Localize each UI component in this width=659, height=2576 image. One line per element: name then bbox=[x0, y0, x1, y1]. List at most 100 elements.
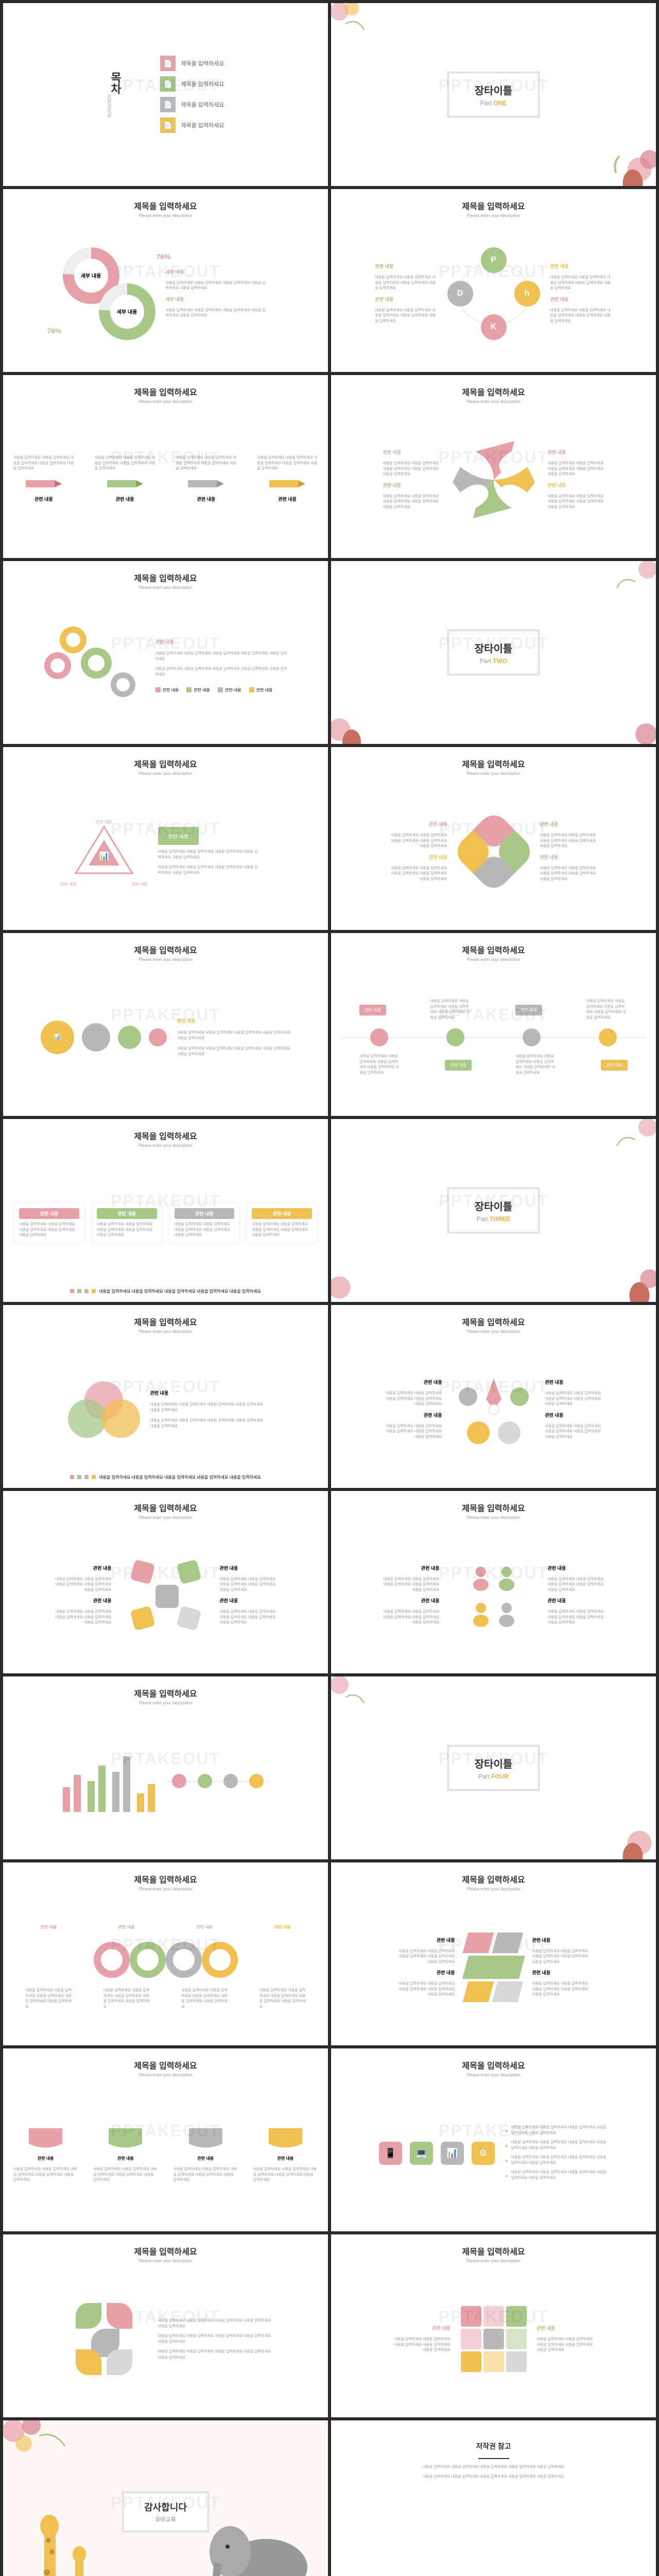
slide-copyright: 저작권 참고 내용을 입력하세요 내용을 입력하세요 내용을 입력하세요 내용을… bbox=[331, 2420, 656, 2576]
cycle-node: P bbox=[481, 247, 507, 273]
item-label: 관련 내용 bbox=[220, 1565, 276, 1571]
item-label: 관련 내용 bbox=[394, 2325, 450, 2331]
copyright-text: 내용을 입력하세요 내용을 입력하세요 내용을 입력하세요 내용을 입력하세요 … bbox=[423, 2474, 564, 2480]
slide-title: 제목을 입력하세요 bbox=[462, 1873, 525, 1885]
grid-square bbox=[461, 2329, 481, 2349]
item-label: 관련 내용 bbox=[375, 263, 437, 269]
item-text: 내용을 입력하세요 내용을 입력하세요 내용을 입력하세요 내용을 입력하세요 … bbox=[550, 275, 612, 292]
item-text: 내용을 입력하세요 내용을 입력하세요 내용을 입력하세요 내용을 입력하세요 … bbox=[548, 1577, 604, 1594]
pencil-icon bbox=[269, 480, 305, 487]
section-title: 장타이틀 bbox=[475, 82, 513, 97]
icon-row: 📱 💻 📊 ⚙ bbox=[379, 2142, 495, 2165]
timeline-label: 관련 내용 bbox=[359, 1005, 386, 1015]
card-header: 관련 내용 bbox=[19, 1208, 79, 1219]
pencil-icon bbox=[107, 480, 143, 487]
slide-subtitle: Please enter your description bbox=[139, 1701, 193, 1705]
body-text: 내용을 입력하세요 내용을 입력하세요 내용을 입력하세요 내용을 입력하세요 … bbox=[150, 1418, 264, 1429]
item-text: 내용을 입력하세요 내용을 입력하세요 내용을 입력하세요 내용을 입력하세요 … bbox=[375, 308, 437, 325]
slide-donut-chart: PPTAKEOUT 제목을 입력하세요 Please enter your de… bbox=[3, 189, 328, 372]
node bbox=[198, 1774, 212, 1788]
bar bbox=[123, 1756, 130, 1812]
content-area: 관련 내용내용을 입력하세요 내용을 입력하세요 내용을 입력하세요 내용을 입… bbox=[341, 2271, 646, 2407]
slide-subtitle: Please enter your description bbox=[467, 771, 521, 776]
item-label: 세부 내용 bbox=[166, 268, 269, 275]
item-label: 관련 내용 bbox=[398, 1969, 455, 1976]
text-block: 관련 내용 내용을 입력하세요 내용을 입력하세요 내용을 입력하세요 내용을 … bbox=[158, 827, 261, 876]
slide-subtitle: Please enter your description bbox=[139, 213, 193, 218]
slide-petals: PPTAKEOUT 제목을 입력하세요 Please enter your de… bbox=[331, 747, 656, 930]
banner-text: 내용을 입력하세요 내용을 입력하세요 내용을 입력하세요 내용을 입력하세요 … bbox=[253, 2167, 318, 2183]
body-text: 내용을 입력하세요 내용을 입력하세요 내용을 입력하세요 내용을 입력하세요 … bbox=[158, 2349, 271, 2360]
venn-circle bbox=[68, 1399, 107, 1438]
copyright-title: 저작권 참고 bbox=[476, 2441, 511, 2451]
content-area: 📊 관련 내용 관련 내용 관련 내용 관련 내용 내용을 입력하세요 내용을 … bbox=[13, 784, 318, 920]
label-row: 관련 내용 관련 내용 관련 내용 관련 내용 bbox=[13, 1924, 318, 1931]
toc-text: 제목을 입력하세요 bbox=[181, 100, 224, 109]
triangle-icon: 📊 bbox=[71, 822, 137, 878]
timeline-text: 내용을 입력하세요 내용을 입력하세요 내용을 입력하세요 내용을 입력하세요 … bbox=[515, 1054, 557, 1076]
item-text: 내용을 입력하세요 내용을 입력하세요 내용을 입력하세요 내용을 입력하세요 … bbox=[511, 2170, 608, 2181]
text-col: 관련 내용내용을 입력하세요 내용을 입력하세요 내용을 입력하세요 내용을 입… bbox=[532, 1937, 589, 1998]
para-shape bbox=[462, 1956, 525, 1979]
timeline-label: 관련 내용 bbox=[515, 1005, 542, 1015]
content-area: 내용을 입력하세요 내용을 입력하세요 내용을 입력하세요 내용을 입력하세요 … bbox=[13, 2271, 318, 2407]
timeline-label: 관련 내용 bbox=[601, 1060, 628, 1071]
slide-title: 제목을 입력하세요 bbox=[462, 199, 525, 212]
slide-subtitle: Please enter your description bbox=[139, 2073, 193, 2077]
vertex-label: 관련 내용 bbox=[131, 882, 148, 887]
item-text: 내용을 입력하세요 내용을 입력하세요 내용을 입력하세요 내용을 입력하세요 … bbox=[532, 1949, 589, 1965]
circle-node bbox=[82, 1023, 110, 1052]
slide-title: 제목을 입력하세요 bbox=[134, 571, 197, 584]
timeline-track bbox=[341, 1028, 646, 1046]
banner-label: 관련 내용 bbox=[197, 2156, 214, 2161]
slide-subtitle: Please enter your description bbox=[139, 1143, 193, 1148]
footer-legend: 내용을 입력하세요 내용을 입력하세요 내용을 입력하세요 내용을 입력하세요 … bbox=[70, 1289, 261, 1294]
content-area: 관련 내용내용을 입력하세요 내용을 입력하세요 내용을 입력하세요 내용을 입… bbox=[13, 2085, 318, 2221]
item-label: 관련 내용 bbox=[532, 1937, 589, 1943]
item-text: 내용을 입력하세요 내용을 입력하세요 내용을 입력하세요 내용을 입력하세요 … bbox=[511, 2140, 608, 2151]
text-block: 관련 내용 내용을 입력하세요 내용을 입력하세요 내용을 입력하세요 내용을 … bbox=[155, 638, 289, 693]
body-text: 내용을 입력하세요 내용을 입력하세요 내용을 입력하세요 내용을 입력하세요 … bbox=[177, 1046, 290, 1057]
section-title-box: 장타이틀 Part ONE bbox=[447, 72, 540, 117]
item-label: 관련 내용 bbox=[548, 1597, 604, 1604]
circle-node bbox=[149, 1028, 167, 1046]
item-label: 관련 내용 bbox=[383, 449, 440, 455]
toc-text: 제목을 입력하세요 bbox=[181, 121, 224, 129]
donut-chart-2: 세부 내용 bbox=[99, 283, 155, 340]
slide-subtitle: Please enter your description bbox=[467, 1515, 521, 1520]
slide-subtitle: Please enter your description bbox=[139, 771, 193, 776]
item-label: 관련 내용 bbox=[391, 821, 447, 827]
item-label: 관련 내용 bbox=[391, 854, 447, 860]
svg-text:📊: 📊 bbox=[99, 851, 109, 861]
content-area: 관련 내용 내용을 입력하세요 내용을 입력하세요 내용을 입력하세요 내용을 … bbox=[341, 970, 646, 1106]
grid-square bbox=[506, 2306, 527, 2327]
petal-diagram bbox=[458, 816, 530, 888]
banner-label: 관련 내용 bbox=[117, 2156, 134, 2161]
text-col: 관련 내용내용을 입력하세요 내용을 입력하세요 내용을 입력하세요 내용을 입… bbox=[383, 449, 440, 510]
slide-title: 제목을 입력하세요 bbox=[134, 1873, 197, 1885]
text-col: 관련 내용내용을 입력하세요 내용을 입력하세요 내용을 입력하세요 내용을 입… bbox=[548, 449, 604, 510]
slide-toc: PPTAKEOUT 목차 CONTENTS 📄제목을 입력하세요 📄제목을 입력… bbox=[3, 3, 328, 186]
node bbox=[249, 1774, 264, 1788]
content-area: 관련 내용내용을 입력하세요 내용을 입력하세요 내용을 입력하세요 내용을 입… bbox=[13, 1528, 318, 1664]
pencil-icon bbox=[26, 480, 62, 487]
pencil-item: 내용을 입력하세요 내용을 입력하세요 내용을 입력하세요 내용을 입력하세요 … bbox=[95, 455, 155, 504]
item-text: 내용을 입력하세요 내용을 입력하세요 내용을 입력하세요 내용을 입력하세요 … bbox=[545, 1424, 602, 1440]
item-label: 관련 내용 bbox=[383, 1565, 440, 1571]
para-shape bbox=[492, 1933, 524, 1953]
ring-text: 내용을 입력하세요 내용을 입력하세요 내용을 입력하세요 내용을 입력하세요 … bbox=[25, 1988, 72, 2010]
slide-cards: PPTAKEOUT 제목을 입력하세요 Please enter your de… bbox=[3, 1119, 328, 1302]
text-col: 관련 내용내용을 입력하세요 내용을 입력하세요 내용을 입력하세요 내용을 입… bbox=[386, 1379, 442, 1440]
text-col: 관련 내용내용을 입력하세요 내용을 입력하세요 내용을 입력하세요 내용을 입… bbox=[220, 1565, 276, 1626]
timeline-text: 내용을 입력하세요 내용을 입력하세요 내용을 입력하세요 내용을 입력하세요 … bbox=[430, 999, 472, 1021]
toc-container: 목차 CONTENTS 📄제목을 입력하세요 📄제목을 입력하세요 📄제목을 입… bbox=[107, 56, 224, 133]
banner-label: 관련 내용 bbox=[38, 2156, 54, 2161]
square-shape bbox=[176, 1606, 201, 1631]
cycle-node: h bbox=[514, 281, 540, 307]
slide-icon-boxes: PPTAKEOUT 제목을 입력하세요 Please enter your de… bbox=[331, 2048, 656, 2231]
item-label: 관련 내용 bbox=[532, 1969, 589, 1976]
leaf-shape bbox=[107, 2303, 132, 2329]
cycle-diagram: P h K D bbox=[447, 247, 540, 340]
node bbox=[223, 1774, 238, 1788]
thanks-title: 감사합니다 bbox=[144, 2500, 187, 2514]
